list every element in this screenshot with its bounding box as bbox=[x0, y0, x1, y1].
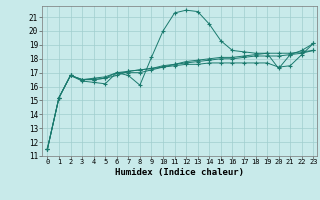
X-axis label: Humidex (Indice chaleur): Humidex (Indice chaleur) bbox=[115, 168, 244, 177]
